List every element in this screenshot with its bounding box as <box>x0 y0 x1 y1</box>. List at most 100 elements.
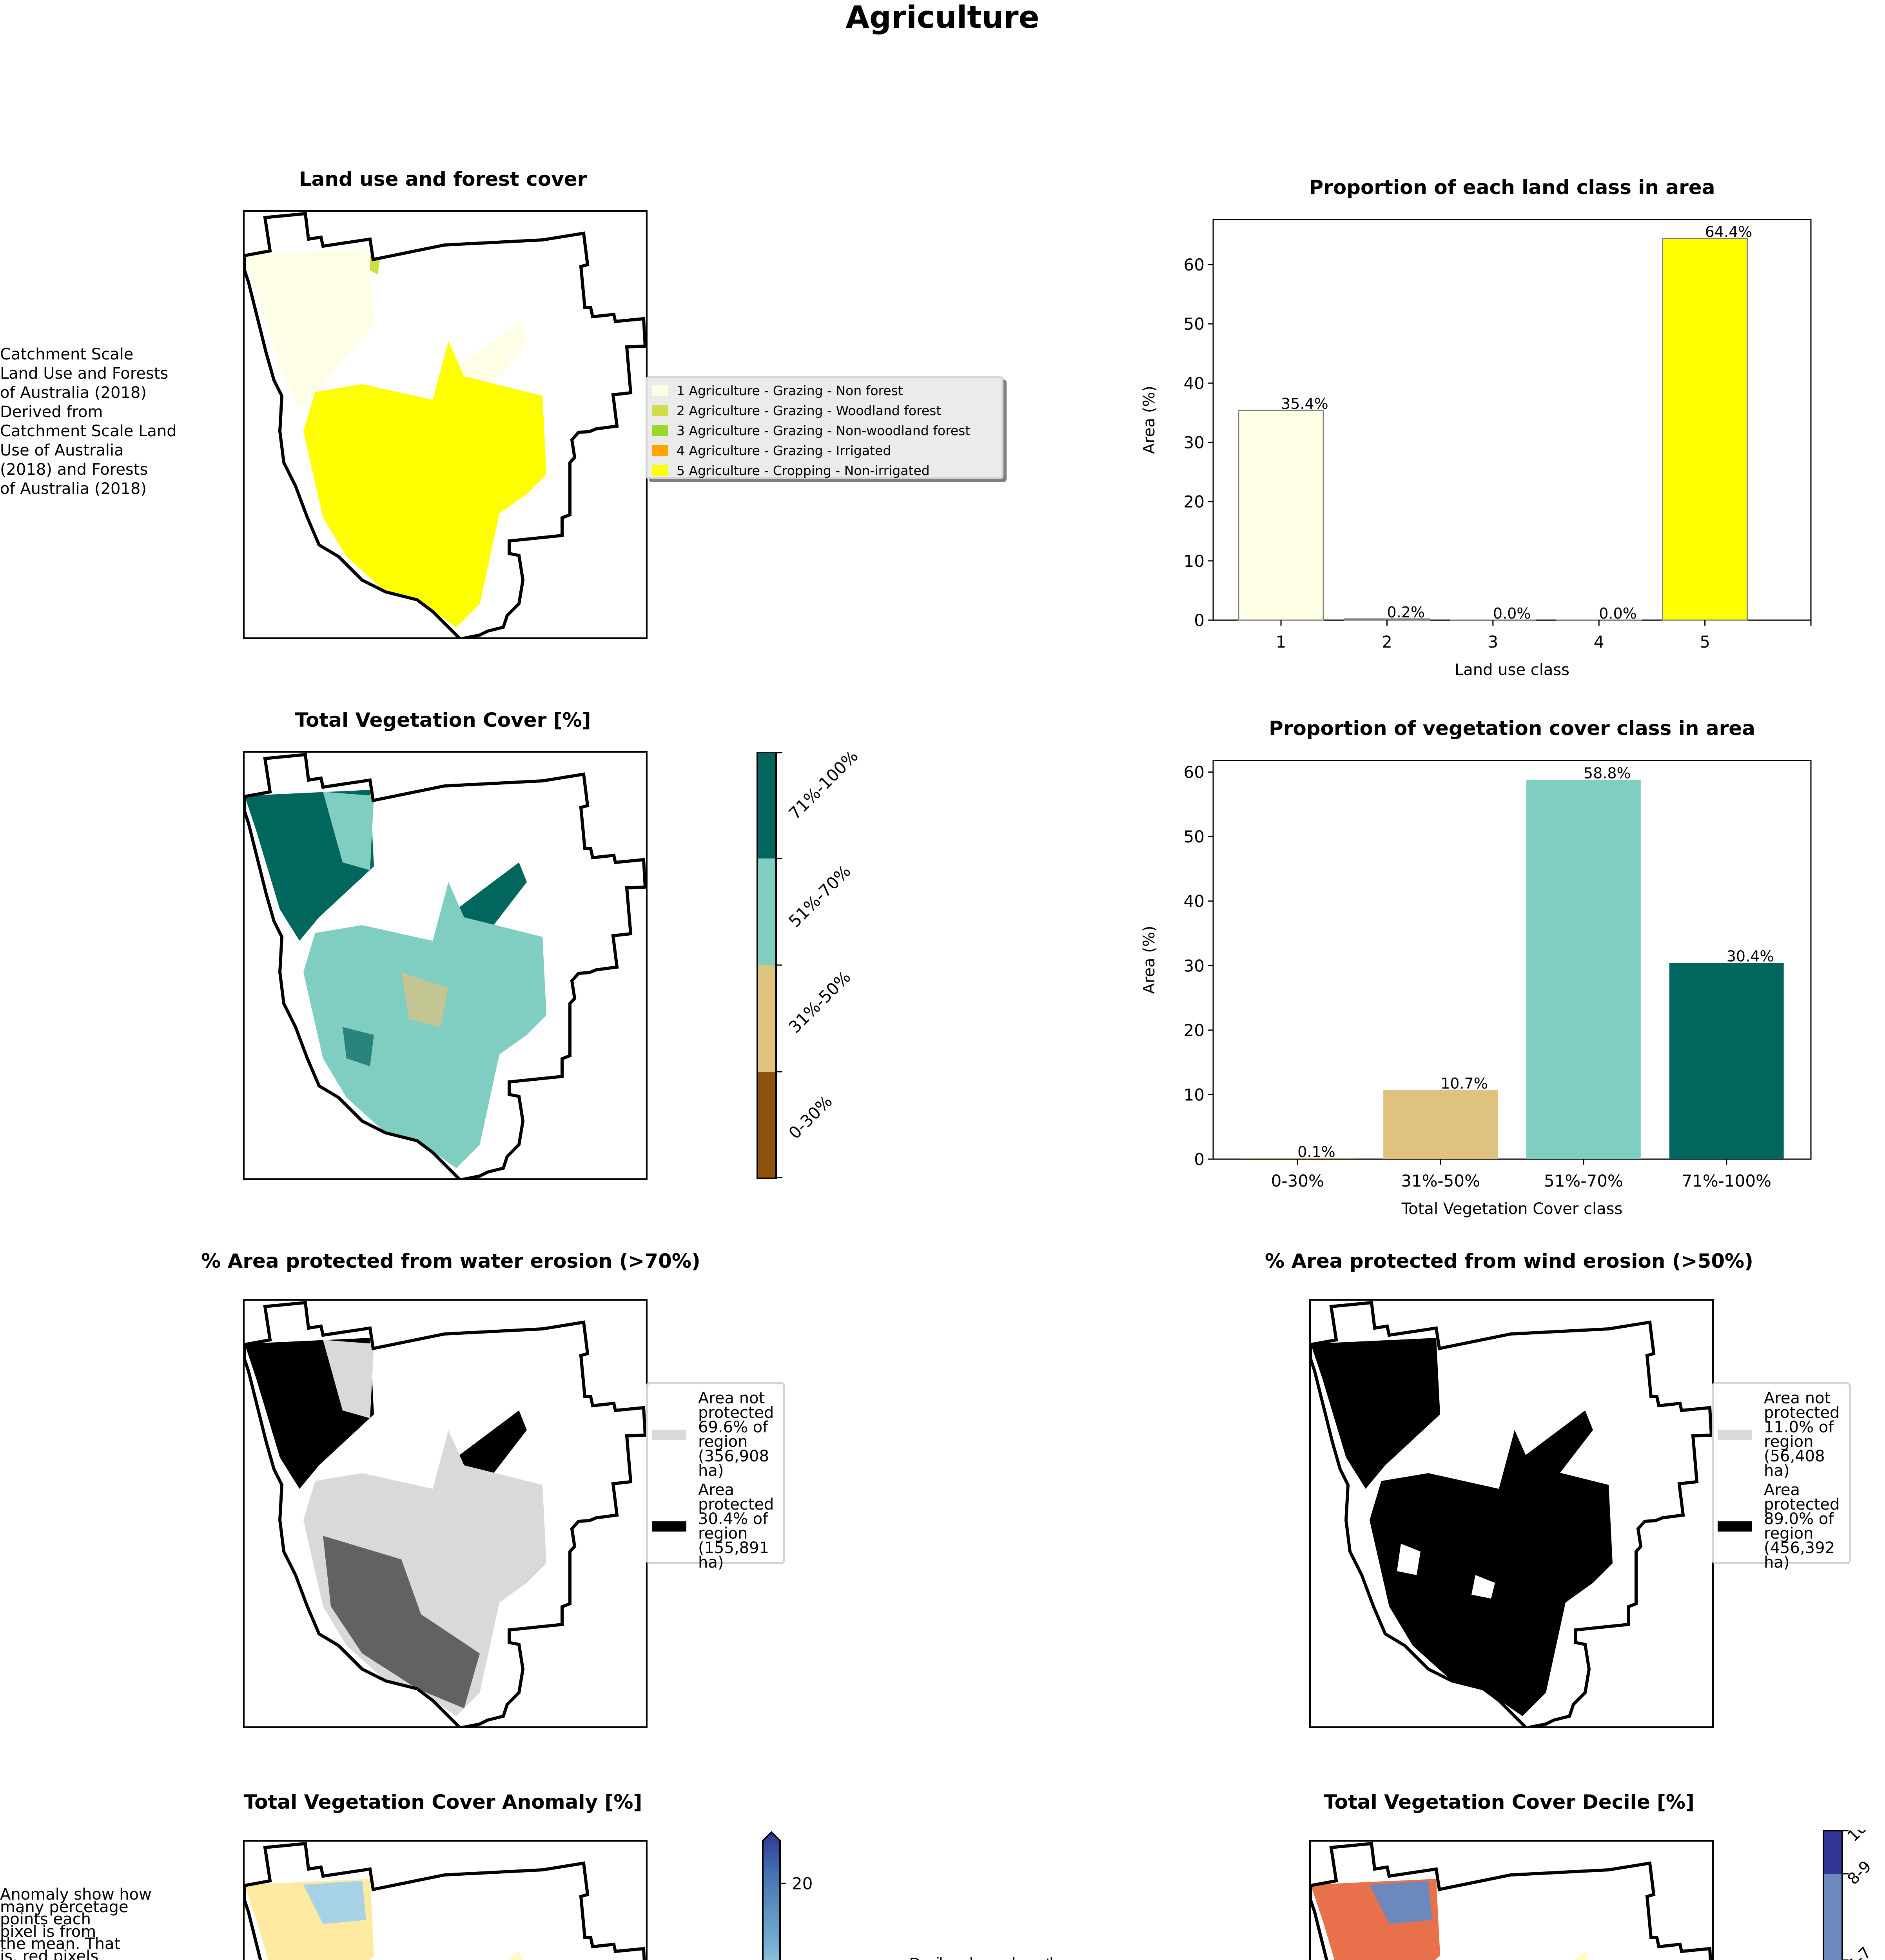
colorbar-label: 8-9 <box>1844 1857 1875 1888</box>
y-tick-label: 10 <box>1184 552 1205 571</box>
bar <box>1240 1158 1355 1159</box>
legend-swatch <box>652 425 668 436</box>
legend-swatch <box>652 1430 686 1440</box>
water-erosion-map <box>243 1299 648 1730</box>
y-tick-label: 40 <box>1184 892 1205 911</box>
colorbar-frame <box>1823 1830 1843 1960</box>
y-tick-label: 60 <box>1184 763 1205 782</box>
legend-swatch <box>652 445 668 456</box>
legend-item: 3 Agriculture - Grazing - Non-woodland f… <box>649 421 1001 441</box>
bar-value-label: 64.4% <box>1705 223 1753 240</box>
legend-item: Area protected 89.0% of region (456,392 … <box>1714 1482 1849 1570</box>
bar-value-label: 0.0% <box>1599 605 1637 622</box>
colorbar-label: 31%-50% <box>785 967 854 1037</box>
bar <box>1526 780 1641 1159</box>
x-tick-label: 31%-50% <box>1401 1171 1480 1191</box>
bar-value-label: 0.1% <box>1297 1143 1335 1160</box>
decile-map-title: Total Vegetation Cover Decile [%] <box>1324 1791 1695 1813</box>
land-use-legend: 1 Agriculture - Grazing - Non forest 2 A… <box>646 376 1003 479</box>
legend-swatch <box>652 385 668 396</box>
bar-value-label: 0.2% <box>1387 604 1425 621</box>
y-axis-label: Area (%) <box>1140 926 1158 994</box>
legend-item: Area not protected 11.0% of region (56,4… <box>1714 1389 1849 1480</box>
x-tick-label: 2 <box>1382 632 1392 652</box>
colorbar-label: 51%-70% <box>785 862 854 931</box>
legend-swatch <box>1718 1430 1752 1440</box>
legend-label: Area not protected 69.6% of region (356,… <box>698 1389 774 1480</box>
land-use-map-canvas <box>243 212 647 641</box>
region-outline <box>243 1301 647 1730</box>
legend-item: 5 Agriculture - Cropping - Non-irrigated <box>649 461 1001 481</box>
colorbar-label: 71%-100% <box>785 752 862 823</box>
colorbar-tick-label: 10 <box>792 1959 813 1960</box>
decile-note: Deciles show where the pixel value lies … <box>909 1954 1145 1960</box>
bar-value-label: 30.4% <box>1727 948 1774 965</box>
bar <box>1383 1090 1498 1159</box>
chart-title: Proportion of vegetation cover class in … <box>1269 717 1755 740</box>
legend-label: 3 Agriculture - Grazing - Non-woodland f… <box>677 423 971 438</box>
vegetation-fill <box>245 790 546 1168</box>
vegetation-map-canvas <box>243 753 647 1182</box>
anomaly-colorbar: 20100−10−20 <box>753 1827 878 1960</box>
bar <box>1238 410 1324 621</box>
land-class-chart: Proportion of each land class in area 0 10… <box>1137 157 1842 706</box>
colorbar-segment <box>757 752 776 858</box>
x-axis-label: Land use class <box>1455 661 1569 679</box>
region-outline <box>243 1842 646 1960</box>
legend-item: Area not protected 69.6% of region (356,… <box>648 1389 783 1480</box>
region-outline <box>1309 1301 1713 1730</box>
legend-label: Area not protected 11.0% of region (56,4… <box>1764 1389 1840 1480</box>
legend-item: Area protected 30.4% of region (155,891 … <box>648 1481 783 1572</box>
y-tick-label: 10 <box>1184 1085 1205 1104</box>
water-erosion-map-canvas <box>243 1301 647 1730</box>
vegetation-map <box>243 751 648 1182</box>
y-tick-label: 20 <box>1184 492 1205 512</box>
y-tick-label: 40 <box>1184 374 1205 393</box>
y-tick-label: 50 <box>1184 314 1205 334</box>
legend-item: 4 Agriculture - Grazing - Irrigated <box>649 441 1001 461</box>
colorbar-label: 10 <box>1844 1830 1871 1845</box>
x-tick-label: 1 <box>1276 632 1286 652</box>
region-outline <box>1309 1842 1712 1960</box>
vegetation-map-title: Total Vegetation Cover [%] <box>295 709 591 731</box>
colorbar-gradient <box>762 1831 781 1960</box>
land-class-chart-svg: Proportion of each land class in area010… <box>1140 176 1812 679</box>
bar-value-label: 0.0% <box>1493 605 1531 622</box>
colorbar-tick-label: 20 <box>792 1874 813 1893</box>
land-use-fill <box>245 249 546 627</box>
vegetation-colorbar: 71%-100% 51%-70% 31%-50% 0-30% <box>757 746 882 1179</box>
wind-erosion-map <box>1309 1299 1714 1730</box>
chart-title: Proportion of each land class in area <box>1309 176 1715 199</box>
bar-value-label: 58.8% <box>1584 764 1631 782</box>
y-tick-label: 50 <box>1184 827 1205 846</box>
region-outline <box>243 753 647 1182</box>
bar <box>1669 963 1784 1159</box>
region-outline <box>243 212 647 641</box>
y-tick-label: 0 <box>1194 611 1205 630</box>
decile-map-canvas <box>1309 1842 1712 1960</box>
colorbar-segment <box>757 858 776 965</box>
decile-colorbar: 108-94-72-31 <box>1823 1818 1885 1960</box>
legend-item: 1 Agriculture - Grazing - Non forest <box>649 381 1001 401</box>
x-tick-label: 5 <box>1700 632 1710 652</box>
wind-erosion-legend: Area not protected 11.0% of region (56,4… <box>1712 1382 1851 1570</box>
x-tick-label: 0-30% <box>1271 1171 1324 1191</box>
legend-label: 2 Agriculture - Grazing - Woodland fores… <box>677 403 942 418</box>
anomaly-note: Anomaly show how many percetage points e… <box>0 1886 152 1960</box>
colorbar-segment <box>757 1072 776 1178</box>
y-axis-label: Area (%) <box>1140 386 1158 454</box>
colorbar-ticks <box>776 752 782 1178</box>
anomaly-map-title: Total Vegetation Cover Anomaly [%] <box>243 1791 642 1813</box>
anomaly-map-canvas <box>243 1842 646 1960</box>
land-use-source-note: Catchment Scale Land Use and Forests of … <box>0 345 177 498</box>
x-axis-label: Total Vegetation Cover class <box>1401 1200 1623 1218</box>
y-tick-label: 0 <box>1194 1150 1205 1169</box>
legend-label: 4 Agriculture - Grazing - Irrigated <box>677 443 891 458</box>
legend-label: Area protected 30.4% of region (155,891 … <box>698 1481 774 1572</box>
page-title: Agriculture <box>845 0 1040 35</box>
land-use-map-title: Land use and forest cover <box>299 168 587 191</box>
anomaly-map <box>243 1840 648 1960</box>
colorbar-segment <box>1823 1831 1842 1874</box>
decile-map <box>1309 1840 1714 1960</box>
legend-swatch <box>652 465 668 476</box>
